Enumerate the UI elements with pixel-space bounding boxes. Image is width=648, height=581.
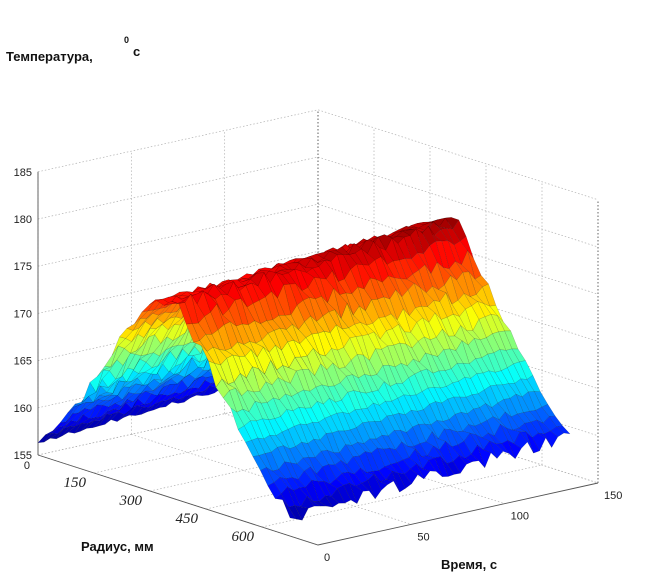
x-tick-label: 450: [176, 511, 199, 527]
surface-patch: [288, 505, 303, 521]
z-axis-unit-superscript: 0: [124, 35, 129, 45]
z-axis-unit: с: [133, 44, 140, 59]
surface-patch: [556, 425, 571, 435]
surface-patch: [294, 505, 309, 521]
surface-patch: [282, 499, 297, 520]
z-tick-label: 160: [14, 403, 32, 415]
x-tick-label: 150: [64, 475, 87, 491]
surface-patch: [331, 488, 346, 504]
z-tick-label: 165: [14, 356, 32, 368]
y-tick-label: 50: [417, 531, 429, 543]
y-tick-label: 150: [604, 490, 622, 502]
surface-patch: [385, 470, 400, 493]
z-tick-label: 180: [14, 214, 32, 226]
grid-line: [37, 109, 599, 201]
surface-patch: [471, 444, 485, 468]
grid-line: [37, 251, 599, 342]
surface-patch: [538, 432, 552, 448]
temperature-surface: [37, 217, 571, 521]
z-tick-label: 170: [14, 308, 32, 320]
grid-line: [37, 203, 599, 295]
grid-line: [37, 156, 599, 248]
axis-frame: [37, 454, 599, 546]
surface-patch: [404, 468, 419, 484]
x-axis-label: Радиус, мм: [81, 539, 154, 554]
z-tick-label: 185: [14, 167, 32, 179]
surface-patch: [440, 456, 455, 477]
x-tick-label: 300: [119, 493, 143, 509]
y-tick-label: 100: [511, 511, 529, 523]
x-tick-label: 0: [24, 460, 30, 472]
grid-line: [261, 464, 543, 528]
tick-labels: 155 160 165 170 175 180 185 0 150 300 450 600 0 50 100…: [14, 167, 623, 564]
y-axis-label: Время, с: [441, 557, 497, 572]
surface-patch: [367, 474, 382, 500]
x-tick-label: 600: [232, 529, 255, 545]
z-tick-label: 155: [14, 450, 32, 462]
y-tick-label: 0: [324, 552, 330, 564]
z-tick-label: 175: [14, 261, 32, 273]
surface-patch: [489, 440, 504, 459]
z-axis-label: Температура,: [6, 49, 93, 64]
